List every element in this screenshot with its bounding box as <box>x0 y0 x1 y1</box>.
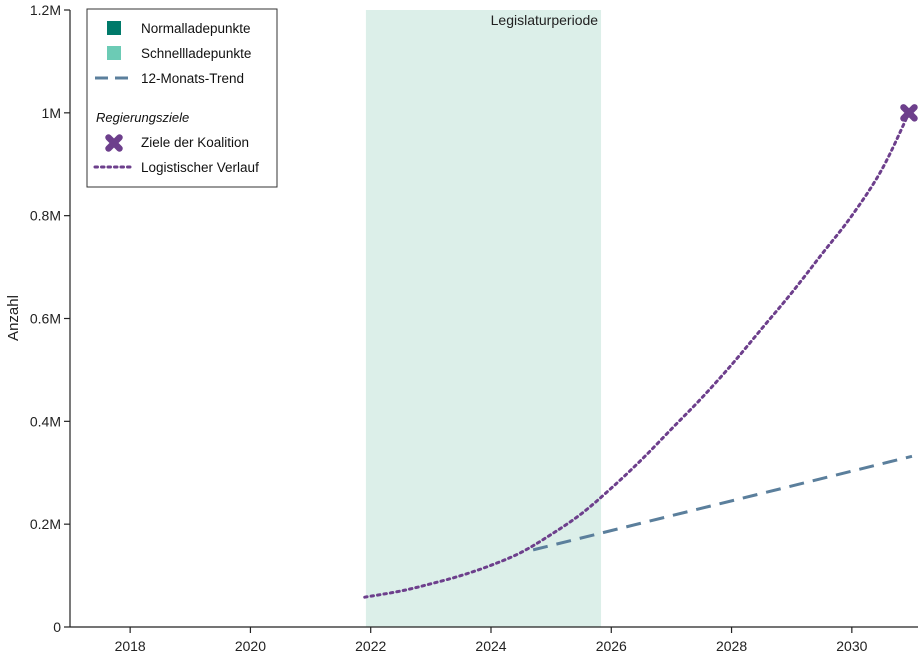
legend-normal-swatch <box>107 21 121 35</box>
x-tick-label: 2026 <box>596 638 627 654</box>
x-tick-label: 2024 <box>475 638 506 654</box>
goal-marker-stroke <box>900 104 918 122</box>
x-tick-label: 2018 <box>115 638 146 654</box>
legend-fast-label: Schnellladepunkte <box>141 46 251 61</box>
x-tick-label: 2020 <box>235 638 266 654</box>
series-lines <box>363 111 913 599</box>
goal-marker <box>900 104 918 122</box>
y-tick-label: 1.2M <box>30 2 61 18</box>
x-tick-label: 2030 <box>836 638 867 654</box>
y-tick-label: 0 <box>53 619 61 635</box>
y-tick-label: 0.6M <box>30 311 61 327</box>
y-tick-label: 0.2M <box>30 516 61 532</box>
x-axis-ticks: 2018 2020 2022 2024 2026 2028 2030 <box>115 627 868 654</box>
legend-goals-label: Ziele der Koalition <box>141 135 249 150</box>
legend-section-title: Regierungsziele <box>96 110 189 125</box>
y-axis-ticks: 0 0.2M 0.4M 0.6M 0.8M 1M 1.2M <box>30 2 70 635</box>
legislature-band-area <box>365 10 602 627</box>
legend-goal-x-stroke <box>105 134 123 152</box>
legend-box <box>86 8 278 188</box>
y-tick-label: 0.8M <box>30 208 61 224</box>
legislature-band-label: Legislaturperiode <box>491 12 599 28</box>
legend: Normalladepunkte Schnellladepunkte 12-Mo… <box>86 8 278 188</box>
x-tick-label: 2028 <box>716 638 747 654</box>
legislature-band: Legislaturperiode <box>365 10 602 627</box>
trend-line <box>532 454 913 552</box>
legend-logistic-label: Logistischer Verlauf <box>141 160 259 175</box>
legend-trend-label: 12-Monats-Trend <box>141 71 244 86</box>
legend-goal-x <box>105 134 123 152</box>
logistic-curve-line <box>363 111 911 599</box>
axes: 0 0.2M 0.4M 0.6M 0.8M 1M 1.2M 2018 2020 2022 2024… <box>5 2 918 654</box>
y-axis-title: Anzahl <box>5 295 22 341</box>
coalition-goals <box>900 104 918 122</box>
legend-normal-label: Normalladepunkte <box>141 21 251 36</box>
x-tick-label: 2022 <box>355 638 386 654</box>
legend-fast-swatch <box>107 46 121 60</box>
legend-goal-marker <box>105 134 123 152</box>
y-tick-label: 1M <box>42 105 61 121</box>
y-tick-label: 0.4M <box>30 413 61 429</box>
